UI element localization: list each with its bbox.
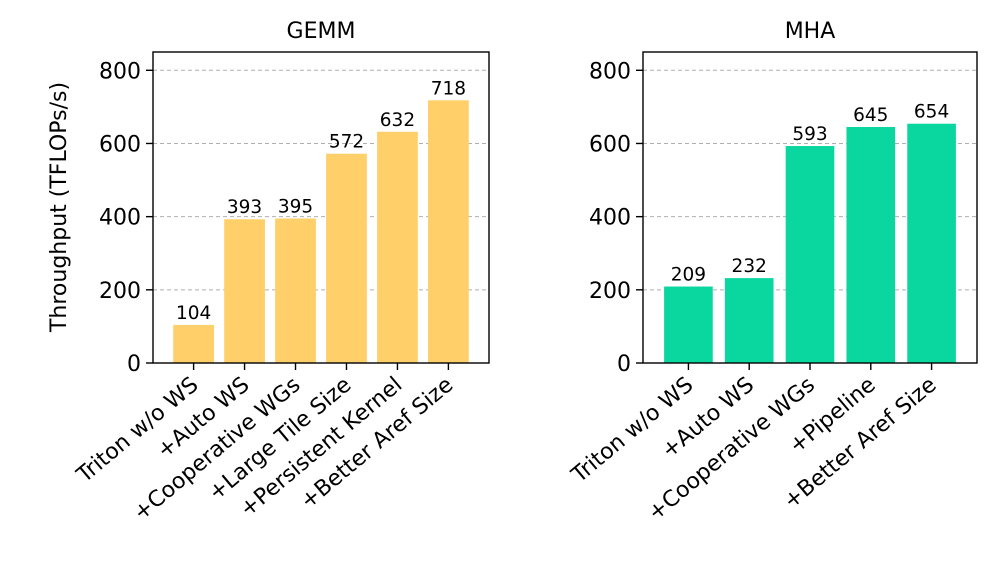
bar: [173, 324, 214, 363]
bar-value-label: 654: [914, 102, 949, 123]
bar-value-label: 632: [380, 110, 415, 131]
y-axis-label: Throughput (TFLOPs/s): [47, 82, 72, 333]
bar: [846, 127, 896, 363]
bar-value-label: 232: [732, 256, 767, 277]
y-tick-label: 800: [99, 59, 141, 84]
bar: [785, 146, 835, 363]
bar-value-label: 593: [792, 124, 827, 145]
bar: [428, 100, 469, 363]
bar: [724, 278, 774, 363]
plot-frame: [152, 51, 490, 364]
bar-value-label: 718: [431, 78, 466, 99]
chart-title: MHA: [785, 19, 836, 44]
bar: [377, 131, 418, 363]
y-tick-label: 200: [589, 279, 631, 304]
y-tick-label: 400: [589, 206, 631, 231]
bar: [907, 123, 956, 363]
y-tick-label: 0: [127, 352, 141, 377]
bar: [664, 286, 713, 363]
y-tick-label: 800: [589, 59, 631, 84]
bar: [326, 153, 367, 363]
bar-value-label: 393: [227, 197, 262, 218]
bar-value-label: 104: [176, 303, 211, 324]
bar-value-label: 209: [671, 265, 706, 286]
bar-value-label: 395: [278, 196, 313, 217]
y-tick-label: 600: [99, 132, 141, 157]
y-tick-label: 400: [99, 206, 141, 231]
y-tick-label: 200: [99, 279, 141, 304]
bar: [224, 219, 265, 363]
y-tick-label: 0: [617, 352, 631, 377]
y-tick-label: 600: [589, 132, 631, 157]
bar: [275, 218, 316, 363]
bar-value-label: 572: [329, 132, 364, 153]
chart-title: GEMM: [287, 19, 356, 44]
bar-value-label: 645: [853, 105, 888, 126]
